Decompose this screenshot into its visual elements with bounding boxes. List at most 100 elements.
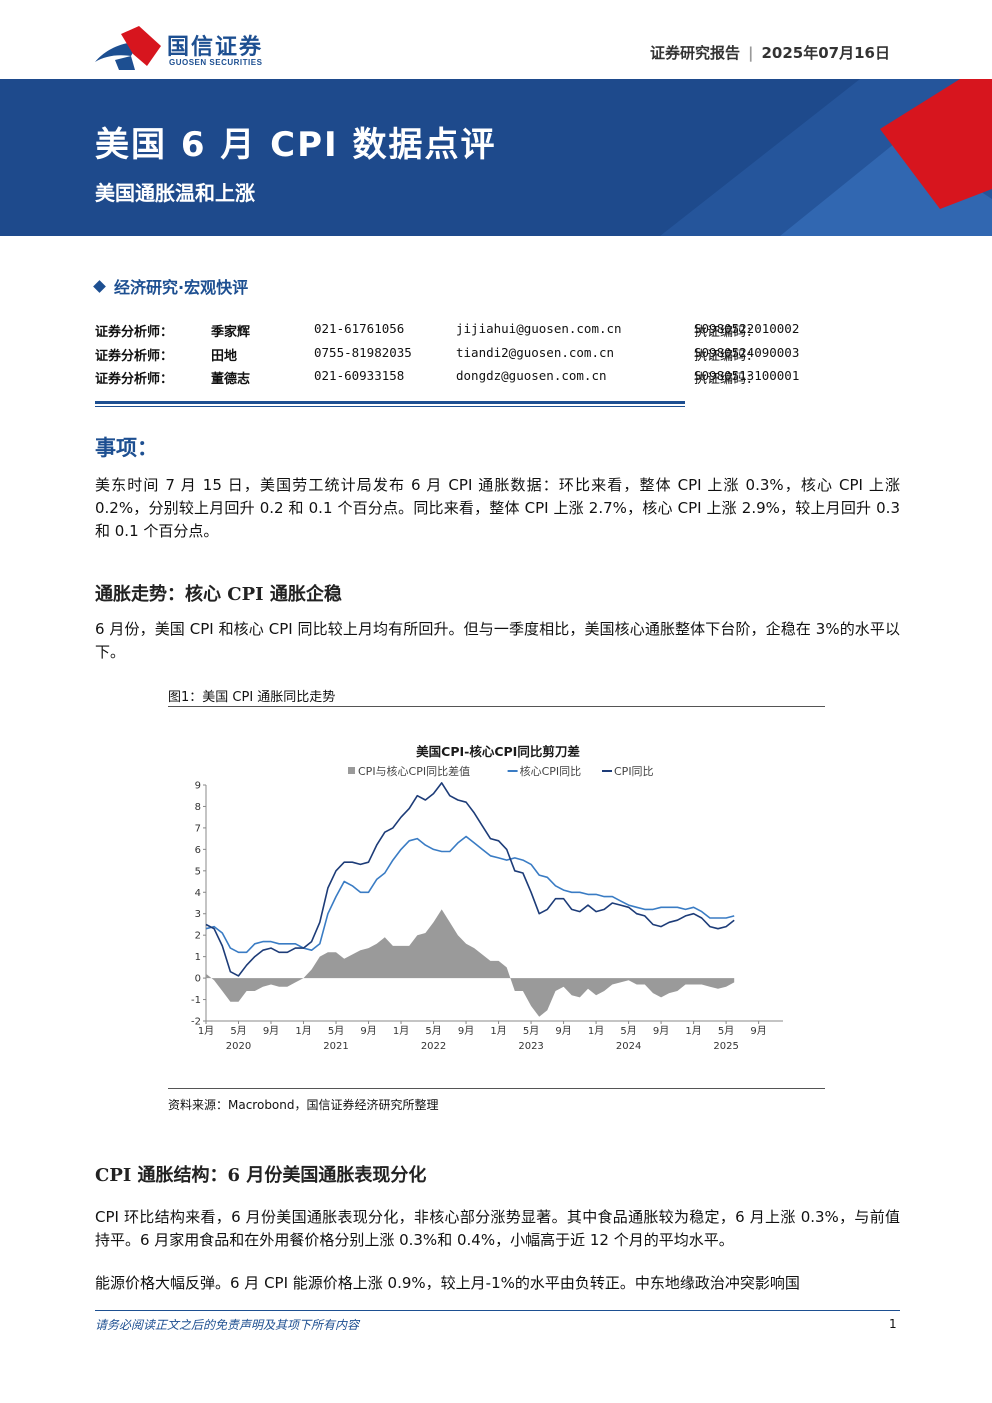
x-year-label: 2023 bbox=[518, 1041, 543, 1052]
divider bbox=[95, 406, 685, 407]
trend-paragraph: 6 月份，美国 CPI 和核心 CPI 同比较上月均有所回升。但与一季度相比，美… bbox=[95, 620, 900, 661]
report-subtitle: 美国通胀温和上涨 bbox=[95, 181, 255, 205]
cpi-series bbox=[205, 782, 735, 977]
y-tick-label: 9 bbox=[195, 781, 201, 792]
legend-swatch bbox=[348, 767, 355, 774]
x-tick-label: 9月 bbox=[750, 1025, 766, 1037]
y-tick-label: 2 bbox=[195, 931, 201, 942]
chart-axes: -2 -1 0 1 2 3 4 5 6 7 8 9 1月 5月 9月 1月 5月 9月 1月 5月 9月 1月 5月 9月 1月… bbox=[191, 781, 783, 1052]
x-tick-label: 1月 bbox=[198, 1025, 214, 1037]
divider bbox=[168, 1088, 825, 1089]
chart-title: 美国CPI-核心CPI同比剪刀差 bbox=[416, 744, 580, 759]
analyst-email[interactable]: jijiahui@guosen.com.cn bbox=[456, 321, 622, 336]
cert-number: S0980513100001 bbox=[694, 368, 800, 383]
analyst-name: 田地 bbox=[211, 348, 238, 364]
y-tick-label: 0 bbox=[195, 974, 201, 985]
y-tick-label: 7 bbox=[195, 823, 201, 834]
chart-legend: CPI与核心CPI同比差值 核心CPI同比 CPI同比 bbox=[348, 764, 654, 778]
analyst-role: 证券分析师： bbox=[95, 348, 174, 364]
cpi-line bbox=[205, 782, 735, 977]
section-heading-structure: CPI 通胀结构：6 月份美国通胀表现分化 bbox=[95, 1165, 427, 1186]
core-cpi-series bbox=[205, 835, 735, 954]
cert-number: S0980524090003 bbox=[694, 344, 800, 360]
x-year-label: 2021 bbox=[323, 1041, 348, 1052]
logo-mark-icon bbox=[95, 26, 161, 70]
y-tick-label: 3 bbox=[195, 909, 201, 920]
x-tick-label: 9月 bbox=[653, 1025, 669, 1037]
analyst-row: 证券分析师： 田地 0755-81982035 tiandi2@guosen.c… bbox=[95, 345, 895, 369]
structure-paragraph: CPI 环比结构来看，6 月份美国通胀表现分化，非核心部分涨势显著。其中食品通胀… bbox=[95, 1208, 900, 1249]
figure-source: 资料来源：Macrobond，国信证券经济研究所整理 bbox=[168, 1098, 439, 1112]
x-tick-label: 9月 bbox=[458, 1025, 474, 1037]
cpi-chart-svg: 美国CPI-核心CPI同比剪刀差 CPI与核心CPI同比差值 核心CPI同比 CPI… bbox=[191, 744, 783, 1052]
x-tick-label: 1月 bbox=[393, 1025, 409, 1037]
y-tick-label: 6 bbox=[195, 845, 201, 856]
legend-label: CPI与核心CPI同比差值 bbox=[358, 764, 470, 778]
y-tick-label: 8 bbox=[195, 802, 201, 813]
y-tick-label: -1 bbox=[191, 995, 201, 1006]
analyst-phone: 0755-81982035 bbox=[314, 344, 412, 360]
report-type: 证券研究报告 bbox=[650, 44, 741, 62]
x-year-label: 2024 bbox=[616, 1041, 641, 1052]
x-tick-label: 5月 bbox=[328, 1025, 344, 1037]
footer-disclaimer[interactable]: 请务必阅读正文之后的免责声明及其项下所有内容 bbox=[95, 1318, 360, 1332]
cert-label: 执证编码： bbox=[694, 372, 760, 387]
x-tick-label: 1月 bbox=[295, 1025, 311, 1037]
x-tick-label: 1月 bbox=[490, 1025, 506, 1037]
y-tick-label: 1 bbox=[195, 952, 201, 963]
y-tick-label: 5 bbox=[195, 866, 201, 877]
analyst-role: 证券分析师： bbox=[95, 372, 174, 387]
report-title: 美国 6 月 CPI 数据点评 bbox=[95, 125, 497, 165]
event-paragraph: 美东时间 7 月 15 日，美国劳工统计局发布 6 月 CPI 通胀数据：环比来… bbox=[95, 476, 900, 540]
logo-text-cn: 国信证券 bbox=[167, 35, 264, 60]
report-category: 经济研究·宏观快评 bbox=[93, 274, 249, 298]
x-tick-label: 5月 bbox=[620, 1025, 636, 1037]
divider bbox=[168, 706, 825, 707]
x-tick-label: 9月 bbox=[360, 1025, 376, 1037]
analyst-role: 证券分析师： bbox=[95, 325, 174, 340]
cert-number: S0980522010002 bbox=[694, 321, 800, 336]
figure-caption: 图1：美国 CPI 通胀同比走势 bbox=[168, 690, 336, 705]
x-year-label: 2022 bbox=[421, 1041, 446, 1052]
analyst-phone: 021-61761056 bbox=[314, 321, 405, 336]
category-label: 经济研究·宏观快评 bbox=[114, 278, 249, 297]
analyst-name: 董德志 bbox=[211, 372, 251, 387]
footer-divider bbox=[95, 1310, 900, 1311]
x-tick-label: 1月 bbox=[588, 1025, 604, 1037]
x-year-label: 2025 bbox=[713, 1041, 738, 1052]
analyst-email[interactable]: dongdz@guosen.com.cn bbox=[456, 368, 607, 383]
x-tick-label: 1月 bbox=[685, 1025, 701, 1037]
diff-series bbox=[206, 909, 735, 1017]
x-tick-label: 5月 bbox=[523, 1025, 539, 1037]
title-banner: 美国 6 月 CPI 数据点评 美国通胀温和上涨 bbox=[0, 79, 992, 236]
x-tick-label: 5月 bbox=[230, 1025, 246, 1037]
x-tick-label: 9月 bbox=[555, 1025, 571, 1037]
section-heading-trend: 通胀走势：核心 CPI 通胀企稳 bbox=[95, 584, 342, 605]
analyst-name: 季家辉 bbox=[211, 325, 251, 340]
logo-text-en: GUOSEN SECURITIES bbox=[169, 58, 263, 67]
core-cpi-line bbox=[205, 835, 735, 954]
analyst-email[interactable]: tiandi2@guosen.com.cn bbox=[456, 344, 615, 360]
legend-label: 核心CPI同比 bbox=[520, 764, 582, 778]
x-tick-label: 9月 bbox=[263, 1025, 279, 1037]
analyst-phone: 021-60933158 bbox=[314, 368, 405, 383]
energy-paragraph: 能源价格大幅反弹。6 月 CPI 能源价格上涨 0.9%，较上月-1%的水平由负… bbox=[95, 1274, 800, 1292]
page-number: 1 bbox=[889, 1317, 897, 1331]
divider bbox=[95, 401, 685, 404]
cpi-chart: 美国CPI-核心CPI同比剪刀差 CPI与核心CPI同比差值 核心CPI同比 CPI… bbox=[168, 735, 825, 1085]
cert-label: 执证编码： bbox=[694, 348, 760, 364]
company-logo: 国信证券 GUOSEN SECURITIES bbox=[95, 26, 275, 70]
event-heading: 事项： bbox=[95, 436, 158, 460]
legend-label: CPI同比 bbox=[614, 765, 654, 778]
x-tick-label: 5月 bbox=[718, 1025, 734, 1037]
y-tick-label: -2 bbox=[191, 1017, 201, 1028]
analyst-table: 证券分析师： 季家辉 021-61761056 jijiahui@guosen.… bbox=[95, 321, 895, 392]
x-year-label: 2020 bbox=[226, 1041, 251, 1052]
diamond-bullet-icon bbox=[93, 280, 106, 293]
banner-decoration bbox=[660, 79, 992, 236]
analyst-cert: 执证编码： S0980524090003 bbox=[694, 344, 800, 364]
analyst-row: 证券分析师： 董德志 021-60933158 dongdz@guosen.co… bbox=[95, 368, 895, 392]
analyst-cert: 执证编码： S0980522010002 bbox=[694, 321, 800, 340]
header-meta: 证券研究报告 | 2025年07月16日 bbox=[650, 44, 890, 62]
cert-label: 执证编码： bbox=[694, 325, 760, 340]
